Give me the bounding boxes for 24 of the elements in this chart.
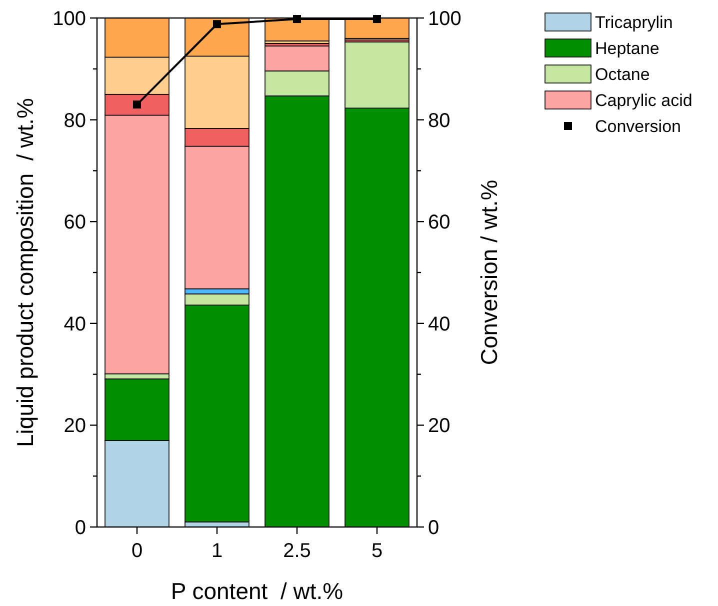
x-tick-label: 0 <box>131 540 143 562</box>
y-tick-label: 60 <box>64 212 86 234</box>
x-tick-label: 2.5 <box>283 540 311 562</box>
y-tick-label: 40 <box>64 313 86 336</box>
x-axis-title: P content / wt.% <box>170 578 344 604</box>
y-tick-label: 80 <box>64 110 86 132</box>
legend-label: Conversion <box>595 116 681 136</box>
legend-label: Tricaprylin <box>595 12 673 32</box>
legend-label: Octane <box>595 64 650 84</box>
y2-tick-label: 80 <box>428 110 450 132</box>
y2-tick-label: 0 <box>428 517 440 539</box>
x-tick-label: 5 <box>371 540 383 562</box>
y-tick-label: 100 <box>52 8 86 30</box>
y-axis-title: Liquid product composition / wt.% <box>12 98 38 448</box>
y2-axis-title: Conversion / wt.% <box>476 180 502 366</box>
y-tick-label: 20 <box>64 415 86 438</box>
y2-tick-label: 20 <box>428 415 450 438</box>
y2-tick-label: 60 <box>428 212 450 234</box>
legend-label: Caprylic acid <box>595 90 692 110</box>
x-tick-label: 1 <box>211 540 223 562</box>
y-tick-label: 0 <box>74 517 86 539</box>
y2-tick-label: 100 <box>428 8 462 30</box>
legend-label: Heptane <box>595 38 660 58</box>
y2-tick-label: 40 <box>428 313 450 336</box>
